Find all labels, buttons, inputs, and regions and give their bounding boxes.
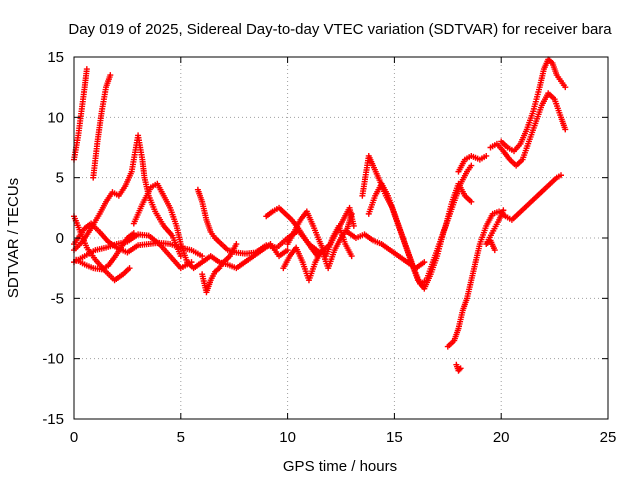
data-point [348,253,355,260]
series-track-20 [487,90,569,169]
data-point [130,230,137,237]
data-point [421,259,428,266]
y-tick-label: 15 [47,49,64,66]
y-tick-label: 10 [47,109,64,126]
series-track-10 [199,241,240,296]
data-point [284,247,291,254]
series-track-18 [444,172,565,350]
data-layer [71,56,569,374]
y-tick-label: 0 [56,230,64,247]
data-point [457,365,464,372]
series-track-21 [498,56,569,155]
x-tick-label: 15 [386,429,403,446]
series-track-19 [453,361,464,374]
x-axis-label: GPS time / hours [283,458,397,475]
data-point [468,162,475,169]
data-point [233,241,240,248]
series-track-17 [455,152,490,175]
x-tick-label: 25 [600,429,617,446]
y-tick-label: -10 [42,351,64,368]
y-tick-label: -5 [51,290,64,307]
series-track-16 [365,180,475,287]
series-track-13 [280,210,355,284]
data-point [83,66,90,73]
y-tick-label: 5 [56,170,64,187]
data-point [483,152,490,159]
data-point [350,222,357,229]
series-track-22 [483,207,507,254]
chart-title: Day 019 of 2025, Sidereal Day-to-day VTE… [68,21,612,38]
x-tick-label: 5 [177,429,185,446]
data-point [177,253,184,260]
series-track-7 [73,230,137,273]
series-track-2 [90,72,114,181]
data-point [562,84,569,91]
data-point [468,198,475,205]
series-track-12 [284,208,355,260]
data-point [500,207,507,214]
data-point [558,172,565,179]
x-tick-label: 10 [279,429,296,446]
data-point [562,126,569,133]
data-point [456,366,463,373]
data-point [126,265,133,272]
data-point [107,72,114,79]
x-tick-label: 20 [493,429,510,446]
ticks-layer: 0 5 10 15 20 25 -15 -10 -5 0 5 10 15 [42,49,616,446]
data-point [348,210,355,217]
data-point [199,253,206,260]
x-tick-label: 0 [70,429,78,446]
y-axis-label: SDTVAR / TECUs [5,178,22,298]
y-tick-label: -15 [42,411,64,428]
